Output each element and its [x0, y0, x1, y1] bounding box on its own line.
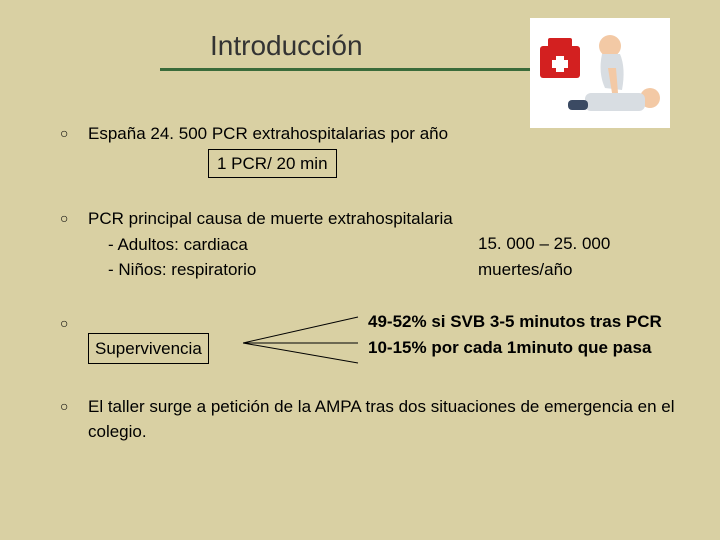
bullet-2: PCR principal causa de muerte extrahospi…	[60, 206, 680, 283]
bullet-3: Supervivencia 49-52% si SVB 3-5 minutos …	[60, 311, 680, 366]
bullet-list: España 24. 500 PCR extrahospitalarias po…	[60, 121, 680, 445]
bullet-1-text: España 24. 500 PCR extrahospitalarias po…	[88, 124, 448, 143]
bullet-1: España 24. 500 PCR extrahospitalarias po…	[60, 121, 680, 178]
title-underline	[160, 68, 590, 71]
bullet-4: El taller surge a petición de la AMPA tr…	[60, 394, 680, 445]
bullet-1-boxed: 1 PCR/ 20 min	[208, 149, 337, 179]
bullet-2-muertes: 15. 000 – 25. 000 muertes/año	[478, 231, 680, 282]
connector-lines	[243, 311, 363, 366]
bullet-2-sub1: - Adultos: cardiaca	[88, 235, 248, 254]
bullet-2-line1: PCR principal causa de muerte extrahospi…	[88, 209, 453, 228]
slide: Introducción España 24. 500 PCR extrahos…	[0, 0, 720, 540]
supervivencia-label: Supervivencia	[88, 333, 209, 365]
bullet-2-sub2: - Niños: respiratorio	[88, 260, 256, 279]
supervivencia-text-1: 49-52% si SVB 3-5 minutos tras PCR	[368, 309, 662, 335]
cpr-illustration	[530, 18, 670, 128]
bullet-4-text: El taller surge a petición de la AMPA tr…	[88, 397, 675, 442]
supervivencia-text-2: 10-15% por cada 1minuto que pasa	[368, 335, 651, 361]
